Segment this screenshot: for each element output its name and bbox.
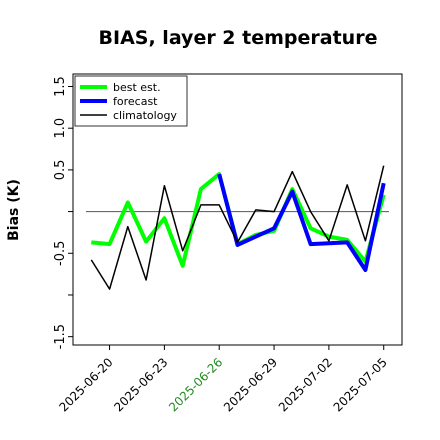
y-tick-label: 1.0 [53, 118, 68, 139]
series-line-forecast [217, 173, 386, 272]
x-tick-label: 2025-07-05 [331, 355, 390, 414]
legend-label-best-est: best est. [113, 81, 161, 94]
y-tick-label: 1.5 [53, 76, 68, 97]
y-tick-label: -1.5 [53, 324, 68, 349]
x-tick-label: 2025-06-23 [111, 355, 170, 414]
legend: best est. forecast climatology [74, 75, 188, 127]
x-tick-label: 2025-06-20 [56, 355, 115, 414]
series-line-best-est [91, 172, 386, 268]
legend-label-climatology: climatology [113, 109, 177, 122]
series-line-climatology [90, 165, 385, 290]
y-tick-label: 0.5 [53, 160, 68, 181]
x-tick-label: 2025-06-26 [166, 355, 225, 414]
y-tick-label: -0.5 [53, 241, 68, 266]
x-tick-label: 2025-06-29 [221, 355, 280, 414]
chart-title: BIAS, layer 2 temperature [99, 27, 378, 49]
legend-label-forecast: forecast [113, 95, 158, 108]
y-axis-label: Bias (K) [6, 179, 22, 241]
plot-frame [72, 73, 403, 346]
x-tick-label: 2025-07-02 [276, 355, 335, 414]
